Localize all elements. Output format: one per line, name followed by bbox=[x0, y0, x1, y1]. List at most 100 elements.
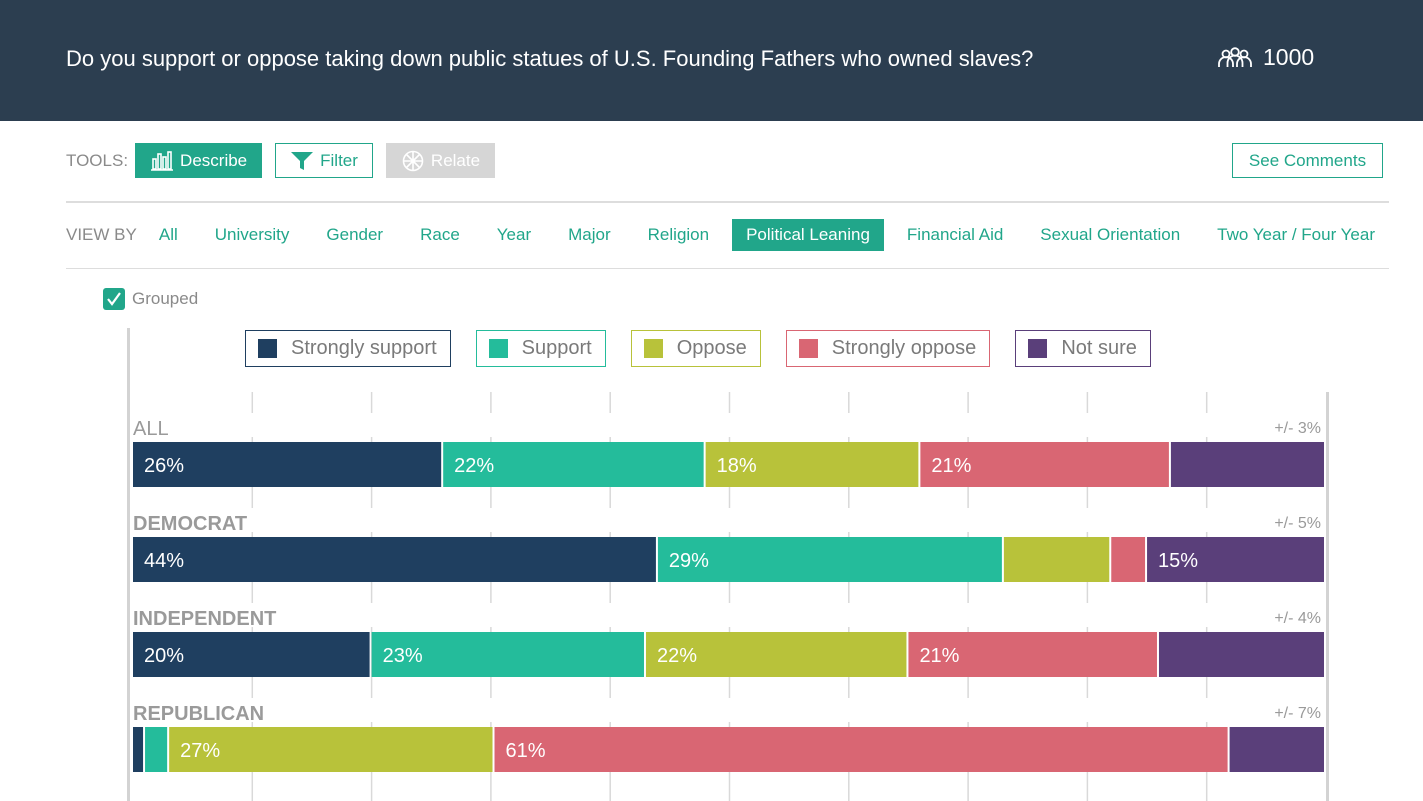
relate-label: Relate bbox=[430, 150, 481, 170]
bar-segment[interactable] bbox=[920, 442, 1169, 487]
see-comments-button[interactable]: See Comments bbox=[1232, 143, 1383, 178]
divider bbox=[66, 268, 1389, 269]
bar-segment[interactable] bbox=[133, 442, 442, 487]
legend-not-sure[interactable]: Not sure bbox=[1015, 330, 1151, 367]
bar-segment[interactable] bbox=[169, 727, 493, 772]
bars-plot: ALL +/- 3% 26% 22% 18% 21% DEMOCRAT +/- 5% 44% 29… bbox=[133, 392, 1326, 801]
chart-left-axis bbox=[127, 328, 130, 801]
filter-label: Filter bbox=[320, 150, 358, 170]
view-by-bar: VIEW BY All University Gender Race Year … bbox=[66, 219, 1398, 251]
legend-strongly-oppose[interactable]: Strongly oppose bbox=[785, 330, 991, 367]
bar-segment[interactable] bbox=[908, 632, 1157, 677]
tab-university[interactable]: University bbox=[214, 225, 290, 244]
checkmark-icon bbox=[107, 292, 121, 306]
bar-segment[interactable] bbox=[145, 727, 168, 772]
legend-strongly-support[interactable]: Strongly support bbox=[245, 330, 451, 367]
category-label: ALL bbox=[133, 418, 169, 440]
legend-swatch bbox=[488, 339, 508, 358]
bar-segment[interactable] bbox=[371, 632, 644, 677]
data-label: 29% bbox=[669, 550, 709, 572]
bar-segment[interactable] bbox=[133, 727, 144, 772]
tab-gender[interactable]: Gender bbox=[326, 225, 384, 244]
data-label: 61% bbox=[506, 740, 546, 762]
bar-segment[interactable] bbox=[657, 537, 1002, 582]
bar-segment[interactable] bbox=[705, 442, 919, 487]
filter-button[interactable]: Filter bbox=[275, 143, 373, 178]
tab-political-leaning[interactable]: Political Leaning bbox=[732, 219, 884, 251]
bar-segment[interactable] bbox=[1003, 537, 1110, 582]
data-label: 44% bbox=[144, 550, 184, 572]
margin-of-error: +/- 5% bbox=[1274, 515, 1321, 532]
margin-of-error: +/- 7% bbox=[1274, 705, 1321, 722]
bar-segment[interactable] bbox=[645, 632, 907, 677]
bar-segment[interactable] bbox=[494, 727, 1228, 772]
data-label: 22% bbox=[657, 645, 697, 667]
category-label-band bbox=[133, 508, 1326, 532]
data-label: 15% bbox=[1158, 550, 1198, 572]
legend-swatch bbox=[643, 339, 663, 358]
bar-segment[interactable] bbox=[1111, 537, 1146, 582]
grouped-label: Grouped bbox=[132, 289, 199, 308]
data-label: 20% bbox=[144, 645, 184, 667]
data-label: 26% bbox=[144, 455, 184, 477]
category-label: INDEPENDENT bbox=[133, 608, 276, 630]
bar-segment[interactable] bbox=[443, 442, 704, 487]
category-label: REPUBLICAN bbox=[133, 703, 264, 725]
tools-label: TOOLS: bbox=[66, 150, 129, 170]
people-group-icon bbox=[1218, 46, 1252, 67]
describe-button[interactable]: Describe bbox=[135, 143, 263, 178]
legend-label: Not sure bbox=[1061, 337, 1137, 359]
divider bbox=[66, 201, 1389, 203]
bar-segment[interactable] bbox=[1147, 537, 1324, 582]
data-label: 27% bbox=[180, 740, 220, 762]
data-label: 22% bbox=[454, 455, 494, 477]
legend-label: Strongly support bbox=[291, 337, 437, 359]
tab-religion[interactable]: Religion bbox=[647, 225, 710, 244]
category-label-band bbox=[133, 603, 1326, 627]
legend-swatch bbox=[258, 339, 277, 358]
tab-sexual-orientation[interactable]: Sexual Orientation bbox=[1040, 225, 1181, 244]
category-label-band bbox=[133, 413, 1326, 437]
data-label: 18% bbox=[717, 455, 757, 477]
legend-label: Support bbox=[521, 337, 592, 359]
bar-segment[interactable] bbox=[1229, 727, 1324, 772]
data-label: 21% bbox=[931, 455, 971, 477]
legend-label: Strongly oppose bbox=[831, 337, 977, 359]
bar-segment[interactable] bbox=[1170, 442, 1324, 487]
bar-chart-icon bbox=[151, 150, 174, 171]
describe-label: Describe bbox=[180, 150, 248, 170]
respondent-count-value: 1000 bbox=[1263, 44, 1315, 70]
relate-button[interactable]: Relate bbox=[385, 143, 496, 178]
question-header: Do you support or oppose taking down pub… bbox=[0, 0, 1423, 121]
legend-support[interactable]: Support bbox=[475, 330, 606, 367]
category-label-band bbox=[133, 698, 1326, 722]
tab-financial-aid[interactable]: Financial Aid bbox=[906, 225, 1004, 244]
tab-major[interactable]: Major bbox=[568, 225, 611, 244]
chart-legend: Strongly support Support Oppose Strongly… bbox=[245, 330, 1176, 367]
tab-year[interactable]: Year bbox=[496, 225, 532, 244]
funnel-icon bbox=[291, 151, 314, 170]
respondent-count: 1000 bbox=[1217, 44, 1314, 71]
stacked-bar-chart: Strongly support Support Oppose Strongly… bbox=[127, 328, 1367, 801]
legend-label: Oppose bbox=[676, 337, 747, 359]
margin-of-error: +/- 3% bbox=[1274, 420, 1321, 437]
tab-all[interactable]: All bbox=[158, 225, 178, 244]
chart-right-axis bbox=[1326, 392, 1329, 801]
grouped-toggle[interactable]: Grouped bbox=[103, 288, 198, 310]
bar-segment[interactable] bbox=[1158, 632, 1324, 677]
question-title: Do you support or oppose taking down pub… bbox=[66, 46, 1034, 71]
tools-bar: TOOLS: Describe Filter Relate bbox=[66, 143, 508, 178]
view-by-label: VIEW BY bbox=[66, 225, 137, 244]
legend-swatch bbox=[798, 339, 818, 358]
bar-segment[interactable] bbox=[133, 537, 656, 582]
tab-two-year-four-year[interactable]: Two Year / Four Year bbox=[1217, 225, 1376, 244]
data-label: 21% bbox=[919, 645, 959, 667]
margin-of-error: +/- 4% bbox=[1274, 610, 1321, 627]
category-label: DEMOCRAT bbox=[133, 513, 247, 535]
legend-oppose[interactable]: Oppose bbox=[630, 330, 761, 367]
bar-segment[interactable] bbox=[133, 632, 370, 677]
relate-icon bbox=[402, 150, 424, 171]
data-label: 23% bbox=[383, 645, 423, 667]
tab-race[interactable]: Race bbox=[420, 225, 460, 244]
grouped-checkbox[interactable] bbox=[103, 288, 125, 310]
